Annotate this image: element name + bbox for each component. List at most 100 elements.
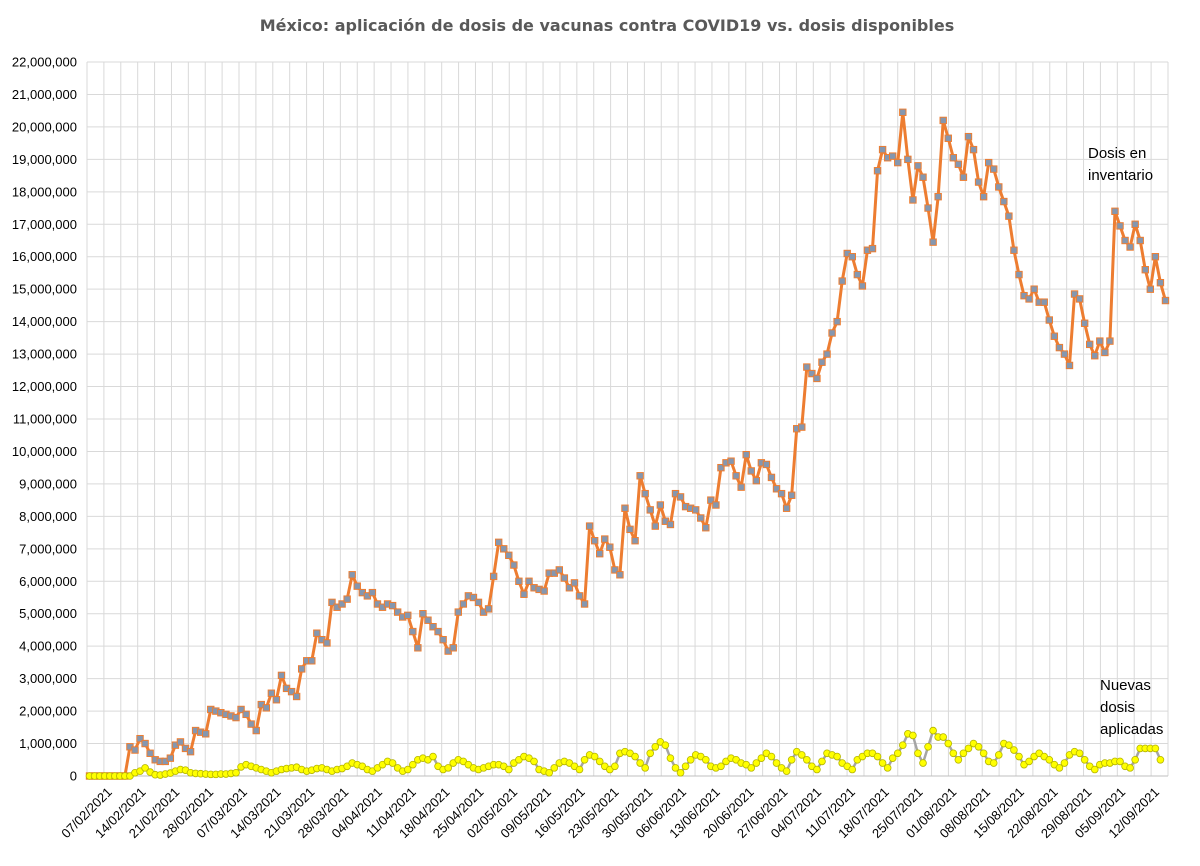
data-point <box>990 165 998 173</box>
data-point <box>803 755 811 764</box>
data-point <box>424 616 432 624</box>
data-point <box>520 590 528 598</box>
data-point <box>1075 295 1084 303</box>
annotation-line: inventario <box>1088 167 1153 184</box>
data-point <box>1090 765 1099 774</box>
data-point <box>959 749 968 758</box>
data-point <box>1116 222 1124 230</box>
data-point <box>590 537 599 545</box>
data-point <box>934 192 942 201</box>
data-point <box>656 501 665 509</box>
data-point <box>893 749 902 758</box>
data-point <box>813 765 821 774</box>
data-point <box>348 571 356 579</box>
data-point <box>1005 212 1013 220</box>
data-point <box>409 760 417 769</box>
data-point <box>393 608 402 616</box>
data-point <box>712 501 720 509</box>
data-point <box>707 496 715 504</box>
data-point <box>328 598 336 607</box>
data-point <box>1156 755 1165 764</box>
data-point <box>752 476 761 485</box>
data-point <box>232 768 240 777</box>
data-point <box>1010 246 1018 254</box>
data-point <box>646 506 654 514</box>
data-point <box>595 757 604 766</box>
data-point <box>641 489 649 498</box>
data-point <box>949 749 958 758</box>
data-point <box>449 644 457 652</box>
data-point <box>878 145 887 154</box>
data-point <box>555 566 564 574</box>
data-point <box>888 754 897 762</box>
data-point <box>388 759 397 767</box>
data-point <box>1126 764 1134 772</box>
data-point <box>924 204 932 212</box>
data-point <box>666 520 675 529</box>
y-tick-label: 11,000,000 <box>13 412 77 427</box>
data-point <box>1091 352 1099 360</box>
data-point <box>489 572 498 581</box>
data-point <box>954 755 963 764</box>
data-point <box>989 759 998 767</box>
data-point <box>1131 220 1139 228</box>
data-point <box>439 635 447 644</box>
x-axis-ticks: 07/02/202114/02/202121/02/202128/02/2021… <box>58 784 1162 841</box>
data-point <box>1040 298 1048 306</box>
data-point <box>1070 290 1079 298</box>
data-point <box>590 752 599 761</box>
data-point <box>954 160 963 168</box>
data-point <box>798 423 806 431</box>
data-point <box>444 764 452 772</box>
data-point <box>1080 755 1089 764</box>
data-point <box>580 755 589 764</box>
y-axis-ticks: 0 1,000,000 2,000,000 3,000,000 4,000,000 5,0… <box>12 55 77 784</box>
data-point <box>909 731 917 740</box>
data-point <box>782 767 791 775</box>
data-point <box>131 746 139 754</box>
data-point <box>141 764 149 772</box>
data-point <box>803 363 811 371</box>
data-point <box>909 196 917 204</box>
data-point <box>353 582 361 590</box>
y-tick-label: 18,000,000 <box>12 184 77 199</box>
data-point <box>1121 236 1129 245</box>
data-point <box>1055 764 1064 772</box>
data-point <box>777 489 786 498</box>
data-point <box>565 584 574 592</box>
data-point <box>974 178 983 186</box>
data-point <box>323 639 331 647</box>
data-point <box>186 747 195 756</box>
data-point <box>297 665 306 673</box>
data-point <box>782 504 791 512</box>
data-point <box>515 577 523 585</box>
data-point <box>176 738 185 746</box>
annotation-line: dosis <box>1100 699 1135 716</box>
data-point <box>914 162 922 170</box>
data-point <box>409 627 417 636</box>
data-point <box>616 571 624 579</box>
data-point <box>666 754 675 762</box>
data-point <box>1136 236 1144 245</box>
annotation-line: Dosis en <box>1088 145 1146 162</box>
chart-title: México: aplicación de dosis de vacunas c… <box>260 16 955 35</box>
data-point <box>469 593 478 602</box>
data-point <box>550 764 559 772</box>
data-point <box>888 152 897 160</box>
data-point <box>904 155 912 164</box>
data-point <box>580 600 589 608</box>
data-point <box>585 522 594 530</box>
series-inventario <box>85 108 1170 780</box>
data-point <box>525 577 533 585</box>
data-point <box>873 752 882 761</box>
data-point <box>1075 749 1084 758</box>
data-point <box>949 154 958 162</box>
data-point <box>697 514 705 522</box>
data-point <box>202 730 210 738</box>
data-point <box>944 739 953 748</box>
y-tick-label: 21,000,000 <box>12 87 77 102</box>
data-point <box>1045 755 1054 764</box>
data-point <box>459 600 468 608</box>
